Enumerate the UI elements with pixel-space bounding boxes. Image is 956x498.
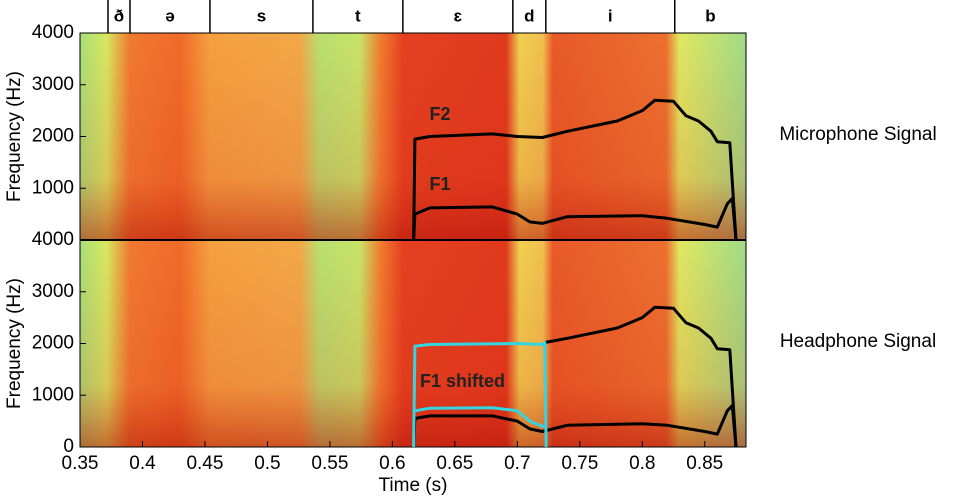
segment-label: ə [165, 6, 174, 25]
y-tick-label: 3000 [32, 74, 74, 95]
y-tick-label: 4000 [32, 229, 74, 250]
formant-line [544, 305, 738, 448]
y-tick-label: 4000 [32, 22, 74, 43]
signal-label: Microphone Signal [779, 124, 936, 145]
segment-label: i [608, 6, 613, 25]
y-tick-label: 0 [63, 436, 74, 457]
y-axis-label: Frequency (Hz) [4, 71, 25, 202]
x-tick-label: 0.45 [186, 453, 223, 474]
x-axis-label: Time (s) [379, 475, 448, 496]
y-axis-label: Frequency (Hz) [4, 278, 25, 409]
x-tick-label: 0.5 [254, 453, 280, 474]
x-tick-label: 0.85 [686, 453, 723, 474]
annotation: F1 shifted [420, 371, 505, 391]
segment-label: ɛ [454, 6, 463, 25]
x-tick-label: 0.55 [311, 453, 348, 474]
y-tick-label: 2000 [32, 126, 74, 147]
signal-label: Headphone Signal [780, 331, 936, 352]
segment-label: s [257, 6, 266, 25]
formant-label: F2 [429, 104, 450, 124]
formant-line [412, 98, 738, 241]
formant-line [412, 197, 738, 241]
y-tick-label: 2000 [32, 333, 74, 354]
formant-label: F1 [429, 174, 450, 194]
segment-label: t [355, 6, 361, 25]
formant-line [414, 406, 547, 428]
x-tick-label: 0.4 [129, 453, 156, 474]
x-tick-label: 0.65 [436, 453, 473, 474]
segment-label: ð [114, 6, 124, 25]
y-tick-label: 1000 [32, 177, 74, 198]
formant-line [412, 341, 548, 448]
x-tick-label: 0.6 [379, 453, 405, 474]
segment-label: d [524, 6, 534, 25]
x-tick-label: 0.35 [62, 453, 99, 474]
x-tick-label: 0.8 [629, 453, 655, 474]
spectrogram-bottom [80, 240, 746, 447]
segment-label: b [705, 6, 715, 25]
formant-line [412, 404, 738, 448]
spectrogram-top [80, 33, 746, 240]
y-tick-label: 3000 [32, 281, 74, 302]
y-tick-label: 1000 [32, 384, 74, 405]
x-tick-label: 0.7 [504, 453, 530, 474]
x-tick-label: 0.75 [561, 453, 598, 474]
